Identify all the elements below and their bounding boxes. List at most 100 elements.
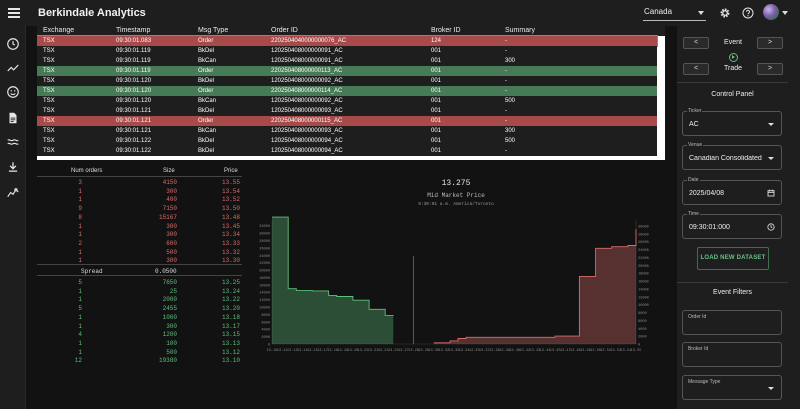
ask-row: 1 300 13.45 [37,223,242,231]
avatar[interactable] [763,4,779,20]
line-trend-icon[interactable] [6,61,20,75]
download-icon[interactable] [6,160,20,174]
x-axis-tick-label: 13.45 [550,349,561,353]
right-axis-tick-label: 18000 [638,273,649,277]
table-row[interactable]: TSX 09:30:01.083 Order 2202504040000000076_… [37,35,658,47]
x-axis-tick-label: 13.37 [479,349,490,353]
menu-icon[interactable] [8,8,20,18]
cell-type: BkDel [198,148,215,154]
gear-icon[interactable] [719,7,731,19]
x-axis-tick-label: 13.38 [489,349,500,353]
time-label: Time [687,211,700,217]
message-table-header: Exchange Timestamp Msg Type Order ID Bro… [37,26,665,36]
broker-id-input[interactable]: Broker Id [682,342,782,367]
right-axis-tick-label: 24000 [638,249,649,253]
column-header-exchange[interactable]: Exchange [43,27,75,34]
time-field[interactable]: Time 09:30:01:000 [682,211,782,239]
column-header-timestamp[interactable]: Timestamp [116,27,151,34]
cell-broker: 001 [431,48,442,54]
mid-price-time: 9:30:01 a.m. America/Toronto [418,201,494,207]
help-icon[interactable] [742,7,754,19]
venue-select[interactable]: Venue Canadian Consolidated [682,142,782,170]
ask-num-orders: 1 [78,231,82,239]
column-header-order-id[interactable]: Order ID [271,27,298,34]
cell-type: BkCan [198,128,217,134]
x-axis-tick-label: 13.20 [347,349,358,353]
next-event-button[interactable]: > [757,37,783,49]
chevron-down-icon [768,123,774,126]
ask-size: 600 [166,239,177,247]
table-row[interactable]: TSX 09:30:01.119 BkDel 120250408000000091_A… [37,46,657,56]
right-axis-tick-label: 20000 [638,265,649,269]
x-axis-tick-label: 13.52 [600,349,611,353]
order-id-input[interactable]: Order Id [682,310,782,335]
left-axis-tick-label: 2000 [261,336,270,340]
x-axis-tick-label: 13.49 [580,349,591,353]
wave-icon[interactable] [6,135,20,149]
ticker-select[interactable]: Ticker AC [682,108,782,136]
right-axis-tick-label: 26000 [638,241,649,245]
bid-price: 13.20 [221,305,240,313]
message-type-select[interactable]: Message Type [682,375,782,400]
cell-timestamp: 09:30:01.121 [116,128,152,134]
load-new-dataset-button[interactable]: LOAD NEW DATASET [697,247,769,270]
chevron-down-icon [768,157,774,160]
table-row[interactable]: TSX 09:30:01.122 BkDel 120250408000000094_A… [37,136,657,146]
divider [677,82,788,83]
cell-broker: 001 [431,78,442,84]
document-icon[interactable] [6,111,20,125]
column-header-summary[interactable]: Summary [505,27,535,34]
ask-row: 1 300 13.30 [37,257,242,265]
cell-summary: - [505,78,507,84]
prev-event-button[interactable]: < [683,37,709,49]
event-filters-title: Event Filters [713,289,752,296]
x-axis-tick-label: 13.33 [449,349,460,353]
ask-size: 300 [166,257,177,265]
table-row[interactable]: TSX 09:30:01.119 Order 220250408000000113_A… [37,66,657,76]
table-row[interactable]: TSX 09:30:01.120 BkDel 120250408000000092_A… [37,76,657,86]
left-axis-tick-label: 28000 [259,240,270,244]
clock-icon[interactable] [767,223,775,231]
smiley-icon[interactable] [6,85,20,99]
ask-price: 13.45 [221,222,240,230]
ask-price: 13.52 [221,196,240,204]
book-col-size: Size [163,168,175,174]
column-header-broker-id[interactable]: Broker ID [431,27,461,34]
calendar-icon[interactable] [767,189,775,197]
cell-timestamp: 09:30:01.083 [116,38,152,44]
cell-timestamp: 09:30:01.120 [116,78,152,84]
venue-value: Canadian Consolidated [689,155,762,162]
right-axis-tick-label: 12000 [638,296,649,300]
table-row[interactable]: TSX 09:30:01.121 Order 220250408000000115_A… [37,116,657,126]
depth-chart: 13.275 Mid Market Price 9:30:01 a.m. Ame… [259,179,649,353]
country-select[interactable]: Canada [643,5,706,21]
x-axis-tick-label: 13.22 [358,349,369,353]
cell-broker: 124 [431,38,442,44]
cell-order-id: 2202504040000000076_AC [271,38,347,44]
spread-value: 0.0500 [155,268,177,275]
chart-analysis-icon[interactable] [6,185,20,199]
table-row[interactable]: TSX 09:30:01.122 BkDel 120250408000000094_A… [37,146,657,156]
ask-row: 9 7150 13.50 [37,205,242,213]
ask-num-orders: 1 [78,248,82,256]
table-row[interactable]: TSX 09:30:01.120 Order 220250408000000114_A… [37,86,657,96]
bid-num-orders: 1 [78,322,82,330]
column-header-msg-type[interactable]: Msg Type [198,27,229,34]
prev-trade-button[interactable]: < [683,63,709,75]
next-trade-button[interactable]: > [757,63,783,75]
play-icon[interactable] [729,53,738,62]
ask-num-orders: 3 [78,179,82,186]
table-row[interactable]: TSX 09:30:01.119 BkCan 120250408000000091_A… [37,56,657,66]
chevron-down-icon[interactable] [782,11,788,15]
x-axis-tick-label: 13.17 [317,349,328,353]
table-row[interactable]: TSX 09:30:01.121 BkDel 120250408000000093_A… [37,106,657,116]
x-axis-tick-label: 13.24 [378,349,389,353]
table-row[interactable]: TSX 09:30:01.121 BkCan 120250408000000093_A… [37,126,657,136]
ticker-label: Ticker [687,108,703,114]
table-row[interactable]: TSX 09:30:01.120 BkCan 120250408000000092_A… [37,96,657,106]
x-axis-tick-label: 13.32 [438,349,449,353]
bid-price: 13.25 [221,279,240,286]
date-field[interactable]: Date 2025/04/08 [682,177,782,205]
clock-icon[interactable] [6,37,20,51]
x-axis-tick-label: 13.14 [297,349,308,353]
